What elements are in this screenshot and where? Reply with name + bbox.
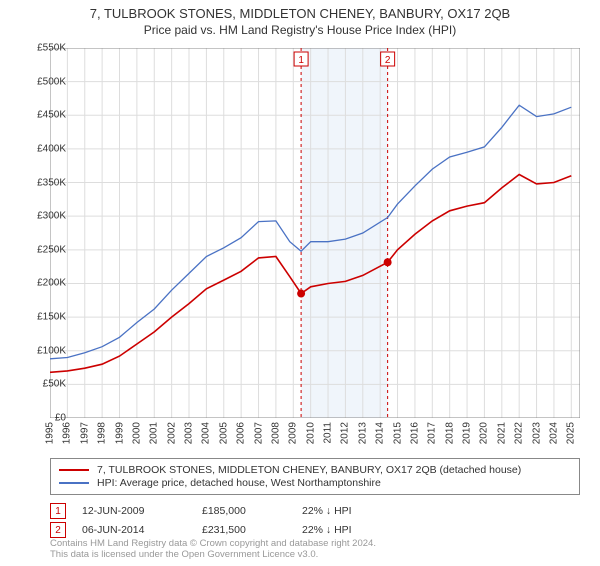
footer-attribution: Contains HM Land Registry data © Crown c… bbox=[50, 538, 376, 561]
ytick-label: £0 bbox=[6, 413, 66, 424]
xtick-label: 2021 bbox=[496, 422, 507, 444]
transaction-date-1: 12-JUN-2009 bbox=[82, 505, 202, 517]
xtick-label: 1995 bbox=[45, 422, 56, 444]
transaction-row-1: 1 12-JUN-2009 £185,000 22% ↓ HPI bbox=[50, 503, 352, 519]
ytick-label: £500K bbox=[6, 76, 66, 87]
ytick-label: £450K bbox=[6, 110, 66, 121]
transaction-price-2: £231,500 bbox=[202, 524, 302, 536]
xtick-label: 2008 bbox=[270, 422, 281, 444]
transaction-marker-1: 1 bbox=[50, 503, 66, 519]
xtick-label: 2007 bbox=[253, 422, 264, 444]
chart-svg: 12 bbox=[50, 48, 580, 418]
xtick-label: 2006 bbox=[236, 422, 247, 444]
xtick-label: 2005 bbox=[218, 422, 229, 444]
transaction-delta-2: 22% ↓ HPI bbox=[302, 524, 352, 536]
xtick-label: 2003 bbox=[184, 422, 195, 444]
transaction-delta-1: 22% ↓ HPI bbox=[302, 505, 352, 517]
chart-title: 7, TULBROOK STONES, MIDDLETON CHENEY, BA… bbox=[0, 6, 600, 21]
xtick-label: 2001 bbox=[149, 422, 160, 444]
xtick-label: 2011 bbox=[323, 422, 334, 444]
xtick-label: 1996 bbox=[62, 422, 73, 444]
legend-row-property: 7, TULBROOK STONES, MIDDLETON CHENEY, BA… bbox=[59, 464, 571, 476]
chart-subtitle: Price paid vs. HM Land Registry's House … bbox=[0, 23, 600, 37]
legend-label-property: 7, TULBROOK STONES, MIDDLETON CHENEY, BA… bbox=[97, 464, 521, 476]
ytick-label: £350K bbox=[6, 177, 66, 188]
footer-line-2: This data is licensed under the Open Gov… bbox=[50, 549, 376, 560]
ytick-label: £200K bbox=[6, 278, 66, 289]
transaction-marker-2: 2 bbox=[50, 522, 66, 538]
svg-text:2: 2 bbox=[385, 55, 391, 66]
xtick-label: 2013 bbox=[357, 422, 368, 444]
xtick-label: 2020 bbox=[479, 422, 490, 444]
xtick-label: 2014 bbox=[375, 422, 386, 444]
svg-text:1: 1 bbox=[298, 55, 304, 66]
xtick-label: 2025 bbox=[566, 422, 577, 444]
transaction-price-1: £185,000 bbox=[202, 505, 302, 517]
xtick-label: 2010 bbox=[305, 422, 316, 444]
xtick-label: 2022 bbox=[514, 422, 525, 444]
legend-swatch-hpi bbox=[59, 482, 89, 484]
ytick-label: £100K bbox=[6, 345, 66, 356]
transaction-date-2: 06-JUN-2014 bbox=[82, 524, 202, 536]
xtick-label: 2019 bbox=[462, 422, 473, 444]
xtick-label: 2012 bbox=[340, 422, 351, 444]
xtick-label: 2000 bbox=[131, 422, 142, 444]
legend-label-hpi: HPI: Average price, detached house, West… bbox=[97, 477, 381, 489]
ytick-label: £50K bbox=[6, 379, 66, 390]
xtick-label: 2017 bbox=[427, 422, 438, 444]
xtick-label: 2018 bbox=[444, 422, 455, 444]
transaction-row-2: 2 06-JUN-2014 £231,500 22% ↓ HPI bbox=[50, 522, 352, 538]
xtick-label: 1999 bbox=[114, 422, 125, 444]
ytick-label: £550K bbox=[6, 43, 66, 54]
ytick-label: £250K bbox=[6, 244, 66, 255]
xtick-label: 2009 bbox=[288, 422, 299, 444]
transaction-table: 1 12-JUN-2009 £185,000 22% ↓ HPI 2 06-JU… bbox=[50, 500, 352, 541]
ytick-label: £400K bbox=[6, 143, 66, 154]
xtick-label: 2016 bbox=[409, 422, 420, 444]
xtick-label: 2004 bbox=[201, 422, 212, 444]
xtick-label: 2002 bbox=[166, 422, 177, 444]
chart-container: 7, TULBROOK STONES, MIDDLETON CHENEY, BA… bbox=[0, 6, 600, 566]
xtick-label: 2024 bbox=[548, 422, 559, 444]
xtick-label: 2015 bbox=[392, 422, 403, 444]
xtick-label: 1998 bbox=[97, 422, 108, 444]
legend-row-hpi: HPI: Average price, detached house, West… bbox=[59, 477, 571, 489]
xtick-label: 1997 bbox=[79, 422, 90, 444]
legend: 7, TULBROOK STONES, MIDDLETON CHENEY, BA… bbox=[50, 458, 580, 495]
xtick-label: 2023 bbox=[531, 422, 542, 444]
chart-plot-area: 12 bbox=[50, 48, 580, 418]
ytick-label: £150K bbox=[6, 312, 66, 323]
ytick-label: £300K bbox=[6, 211, 66, 222]
footer-line-1: Contains HM Land Registry data © Crown c… bbox=[50, 538, 376, 549]
legend-swatch-property bbox=[59, 469, 89, 471]
